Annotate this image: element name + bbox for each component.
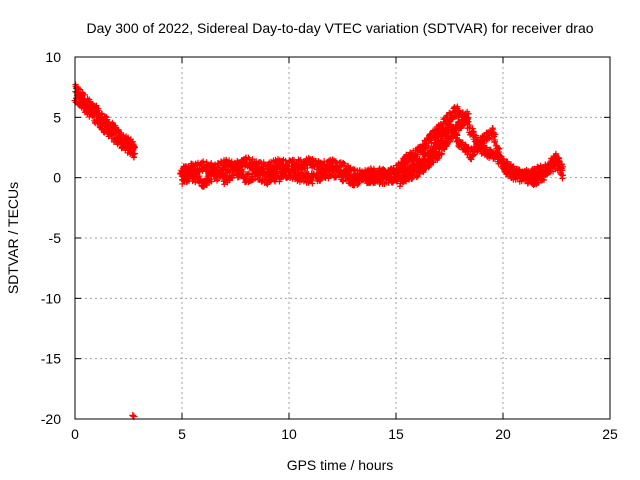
data-point: [131, 154, 138, 161]
data-point: [469, 125, 476, 132]
y-tick-label: -10: [41, 290, 61, 306]
data-point: [276, 165, 283, 172]
data-point: [471, 151, 478, 158]
chart-title: Day 300 of 2022, Sidereal Day-to-day VTE…: [86, 20, 593, 36]
data-point: [396, 183, 403, 190]
data-point: [472, 132, 479, 139]
data-point: [208, 178, 215, 185]
x-tick-label: 0: [71, 426, 79, 442]
data-point: [447, 118, 454, 125]
data-point: [282, 168, 289, 175]
data-point: [243, 174, 250, 181]
y-tick-label: -5: [49, 230, 62, 246]
data-point: [341, 161, 348, 168]
data-point: [103, 123, 110, 130]
data-point: [376, 171, 383, 178]
data-point: [454, 107, 461, 114]
data-point: [84, 101, 91, 108]
data-point: [465, 110, 472, 117]
grid-lines: [75, 57, 610, 419]
data-point: [491, 138, 498, 145]
data-point: [272, 174, 279, 181]
data-point: [91, 111, 98, 118]
data-point: [230, 172, 237, 179]
data-point: [466, 124, 473, 131]
data-point: [438, 150, 445, 157]
data-point: [226, 169, 233, 176]
data-point: [512, 176, 519, 183]
data-point: [221, 181, 228, 188]
data-point: [129, 411, 137, 419]
data-point: [110, 129, 117, 136]
data-point: [552, 150, 559, 157]
data-point: [458, 124, 465, 131]
data-point: [98, 110, 105, 117]
data-point: [200, 158, 207, 165]
y-tick-label: 5: [53, 109, 61, 125]
y-tick-label: 0: [53, 170, 61, 186]
data-point: [75, 92, 82, 99]
data-point: [468, 156, 475, 163]
data-point: [559, 172, 566, 179]
x-tick-label: 10: [281, 426, 297, 442]
data-point: [131, 150, 138, 157]
data-point: [492, 131, 499, 138]
data-point: [111, 128, 118, 135]
data-point: [95, 113, 102, 120]
data-point: [118, 134, 125, 141]
data-point: [309, 180, 316, 187]
data-point: [448, 135, 455, 142]
data-point: [559, 167, 566, 174]
data-point: [333, 174, 340, 181]
data-point: [549, 163, 556, 170]
data-point: [547, 167, 554, 174]
data-point: [470, 152, 477, 159]
data-point: [329, 169, 336, 176]
data-point: [91, 110, 98, 117]
data-point: [213, 166, 220, 173]
data-point: [535, 179, 542, 186]
data-point: [228, 158, 235, 165]
y-tick-label: -20: [41, 411, 61, 427]
x-tick-label: 20: [495, 426, 511, 442]
y-axis-label: SDTVAR / TECUs: [5, 182, 21, 294]
data-point: [556, 159, 563, 166]
data-point: [446, 109, 453, 116]
data-point: [530, 182, 537, 189]
data-point: [95, 105, 102, 112]
data-point: [81, 91, 88, 98]
x-tick-label: 15: [388, 426, 404, 442]
data-points: [71, 81, 566, 421]
x-tick-label: 25: [602, 426, 618, 442]
y-tick-label: 10: [45, 49, 61, 65]
data-point: [130, 144, 137, 151]
plot-frame: [74, 56, 611, 420]
tick-labels: 0 5 10 15 20 25 -20 -15 -10 -5 0 5 10: [41, 49, 618, 442]
data-point: [495, 148, 502, 155]
data-point: [470, 128, 477, 135]
data-point: [102, 113, 109, 120]
y-tick-label: -15: [41, 351, 61, 367]
data-point: [503, 161, 510, 168]
x-tick-label: 5: [178, 426, 186, 442]
data-point: [489, 126, 496, 133]
x-axis-label: GPS time / hours: [287, 457, 394, 473]
data-point: [404, 161, 411, 168]
data-point: [481, 140, 488, 147]
data-point: [300, 178, 307, 185]
